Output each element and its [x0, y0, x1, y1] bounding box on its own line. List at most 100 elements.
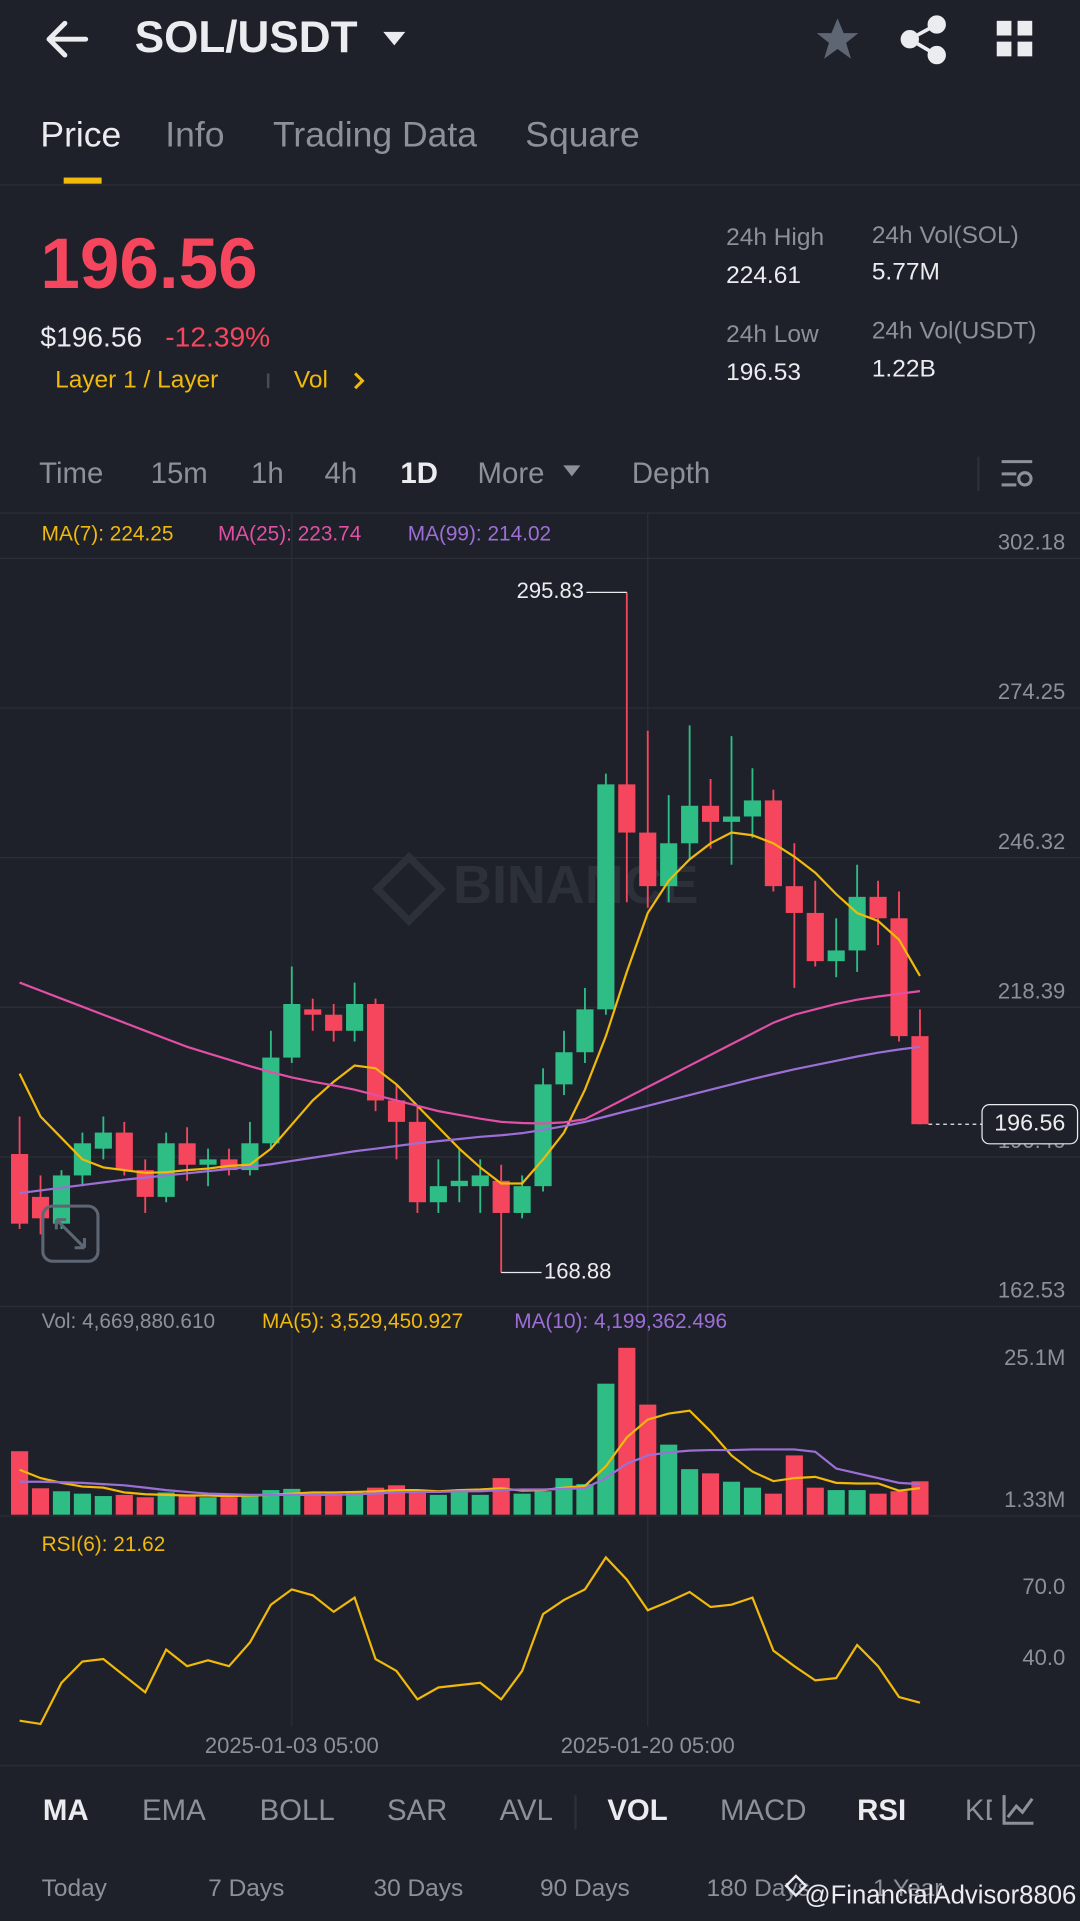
- candle-body: [576, 1009, 594, 1053]
- back-button[interactable]: [46, 20, 89, 58]
- volume-bar: [304, 1493, 322, 1515]
- volume-bar: [576, 1484, 594, 1515]
- candle-body: [471, 1175, 489, 1187]
- y-tick-label: 246.32: [998, 829, 1065, 854]
- indicator-active[interactable]: VOL: [607, 1794, 667, 1827]
- price-change: -12.39%: [165, 322, 270, 353]
- high-label: 295.83: [517, 578, 584, 603]
- period[interactable]: 1 Year: [873, 1875, 942, 1902]
- tab[interactable]: Info: [165, 115, 224, 155]
- stat-label: 24h Low: [726, 321, 819, 348]
- interval[interactable]: 1h: [251, 457, 284, 490]
- interval[interactable]: Depth: [632, 457, 710, 490]
- candle-body: [178, 1143, 196, 1165]
- price-tag-label: 196.56: [994, 1109, 1065, 1135]
- candle-body: [827, 950, 845, 962]
- icon-backdrop: [991, 1787, 1080, 1837]
- candle-body: [283, 1004, 301, 1058]
- stat-value: 224.61: [726, 262, 801, 289]
- candle-body: [806, 912, 824, 962]
- candle-body: [513, 1186, 531, 1213]
- period[interactable]: 90 Days: [540, 1875, 630, 1902]
- volume-bar: [136, 1497, 154, 1515]
- legend-entry: MA(10): 4,199,362.496: [514, 1310, 727, 1333]
- interval[interactable]: 15m: [151, 457, 208, 490]
- y-tick-label: 218.39: [998, 978, 1065, 1003]
- candle-body: [11, 1154, 29, 1224]
- candle-body: [115, 1132, 133, 1171]
- interval[interactable]: Time: [39, 457, 103, 490]
- pair-dropdown[interactable]: [383, 31, 406, 46]
- interval[interactable]: 4h: [324, 457, 357, 490]
- volume-bar: [827, 1490, 845, 1515]
- candle-body: [94, 1132, 112, 1149]
- candle-body: [848, 896, 866, 951]
- volume-bar: [346, 1491, 364, 1515]
- candle-body: [492, 1180, 510, 1213]
- category-tag[interactable]: Layer 1 / Layer: [55, 366, 218, 393]
- pair-title[interactable]: SOL/USDT: [135, 13, 358, 62]
- volume-bar: [262, 1490, 280, 1515]
- indicator-settings-icon[interactable]: [1002, 1795, 1034, 1825]
- indicator[interactable]: AVL: [500, 1794, 553, 1827]
- y-tick-label: 40.0: [1022, 1645, 1065, 1670]
- volume-bar: [492, 1478, 510, 1515]
- volume-bar: [178, 1496, 196, 1515]
- vol-link[interactable]: Vol: [294, 366, 328, 393]
- menu-icon[interactable]: [996, 20, 1033, 57]
- chart-settings-icon[interactable]: [1001, 460, 1033, 487]
- period[interactable]: 7 Days: [208, 1875, 284, 1902]
- indicator[interactable]: MACD: [720, 1794, 807, 1827]
- period[interactable]: Today: [42, 1875, 108, 1902]
- candle-body: [534, 1084, 552, 1187]
- y-tick-label: 70.0: [1022, 1574, 1065, 1599]
- period[interactable]: 30 Days: [373, 1875, 463, 1902]
- indicator[interactable]: EMA: [142, 1794, 206, 1827]
- y-tick-label: 162.53: [998, 1278, 1065, 1303]
- volume-bar: [408, 1490, 426, 1515]
- volume-bar: [639, 1404, 657, 1515]
- indicator[interactable]: BOLL: [260, 1794, 335, 1827]
- x-tick-label: 2025-01-03 05:00: [205, 1733, 379, 1758]
- indicator-active[interactable]: MA: [43, 1794, 89, 1827]
- candle-body: [199, 1159, 217, 1165]
- indicator-active[interactable]: RSI: [857, 1794, 906, 1827]
- share-icon[interactable]: [900, 15, 946, 65]
- stat-value: 1.22B: [872, 355, 936, 382]
- candle-body: [911, 1036, 929, 1125]
- candle-body: [262, 1057, 280, 1144]
- volume-bar: [681, 1469, 699, 1515]
- volume-bar: [450, 1491, 468, 1515]
- volume-bar: [157, 1492, 175, 1515]
- interval[interactable]: More: [478, 457, 545, 490]
- legend-entry: MA(5): 3,529,450.927: [262, 1310, 463, 1333]
- candle-body: [387, 1100, 406, 1122]
- candle-body: [555, 1052, 573, 1085]
- favorite-icon[interactable]: [816, 18, 859, 59]
- volume-bar: [597, 1383, 615, 1515]
- candle-body: [869, 896, 887, 919]
- chart-area: 2025-01-03 05:00 2025-01-20 05:00 302.18 27…: [0, 513, 1080, 1758]
- tab[interactable]: Price: [40, 115, 121, 155]
- volume-bar: [220, 1497, 238, 1515]
- volume-ma-line: [19, 1409, 921, 1498]
- indicator[interactable]: SAR: [387, 1794, 447, 1827]
- y-tick-label: 274.25: [998, 679, 1065, 704]
- stat-value: 5.77M: [872, 259, 940, 286]
- price-tag: [981, 1104, 1079, 1145]
- tab[interactable]: Trading Data: [273, 115, 477, 155]
- volume-bar: [785, 1455, 803, 1515]
- volume-bar: [806, 1487, 824, 1515]
- interval-active[interactable]: 1D: [400, 457, 438, 490]
- tab[interactable]: Square: [525, 115, 639, 155]
- ma-line: [18, 831, 921, 1185]
- stat-value: 196.53: [726, 359, 801, 386]
- volume-bar: [199, 1497, 217, 1515]
- last-price: 196.56: [40, 225, 257, 304]
- low-label: 168.88: [544, 1258, 611, 1283]
- candle-body: [220, 1159, 238, 1171]
- expand-button[interactable]: [41, 1204, 100, 1263]
- candle-body: [597, 784, 615, 1010]
- volume-bar: [869, 1493, 887, 1515]
